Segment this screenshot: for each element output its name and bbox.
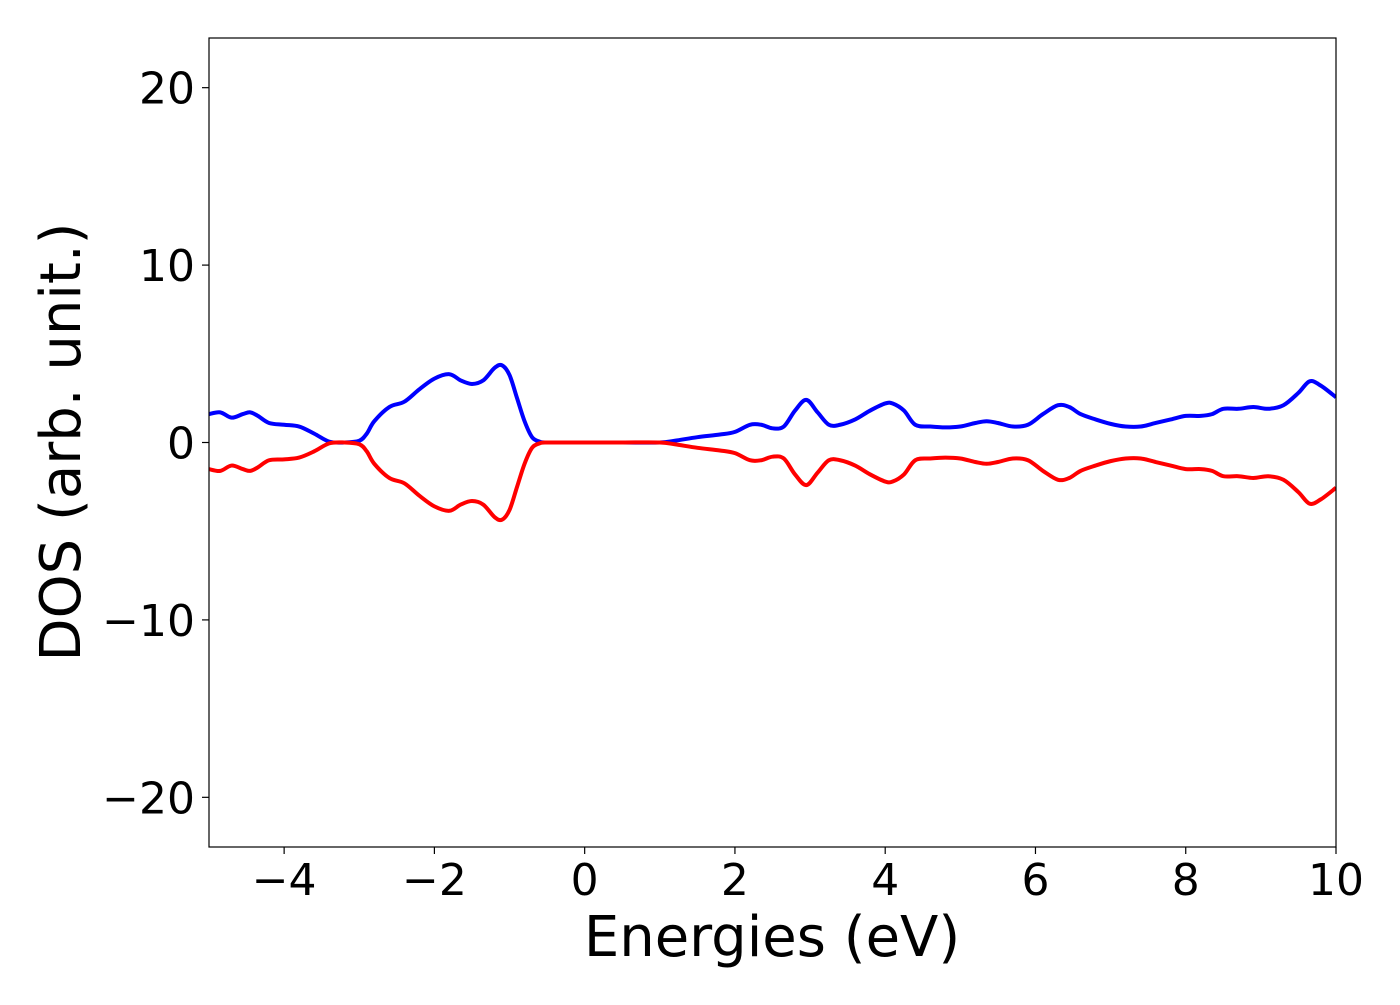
dos-line-up <box>209 362 1336 445</box>
x-tick-label: 10 <box>1308 855 1364 906</box>
dos-line-down <box>209 440 1336 523</box>
x-axis-label: Energies (eV) <box>584 905 960 970</box>
plot-frame <box>208 37 1337 848</box>
x-tick-label: 8 <box>1172 855 1200 906</box>
x-tick-label: −2 <box>402 855 467 906</box>
y-axis-ticks: 20 10 0 −10 −20 <box>102 64 209 824</box>
y-tick-label: 10 <box>139 241 195 292</box>
y-tick-label: −20 <box>102 773 195 824</box>
y-tick-label: −10 <box>102 596 195 647</box>
x-tick-label: 2 <box>721 855 749 906</box>
series-layer <box>209 362 1336 523</box>
x-tick-label: 0 <box>571 855 599 906</box>
x-tick-label: 4 <box>871 855 899 906</box>
x-tick-label: −4 <box>252 855 317 906</box>
x-axis-ticks: −4 −2 0 2 4 6 8 10 <box>252 847 1364 906</box>
y-tick-label: 0 <box>167 419 195 470</box>
y-axis-label: DOS (arb. unit.) <box>29 222 94 661</box>
x-tick-label: 6 <box>1021 855 1049 906</box>
y-tick-label: 20 <box>139 64 195 115</box>
